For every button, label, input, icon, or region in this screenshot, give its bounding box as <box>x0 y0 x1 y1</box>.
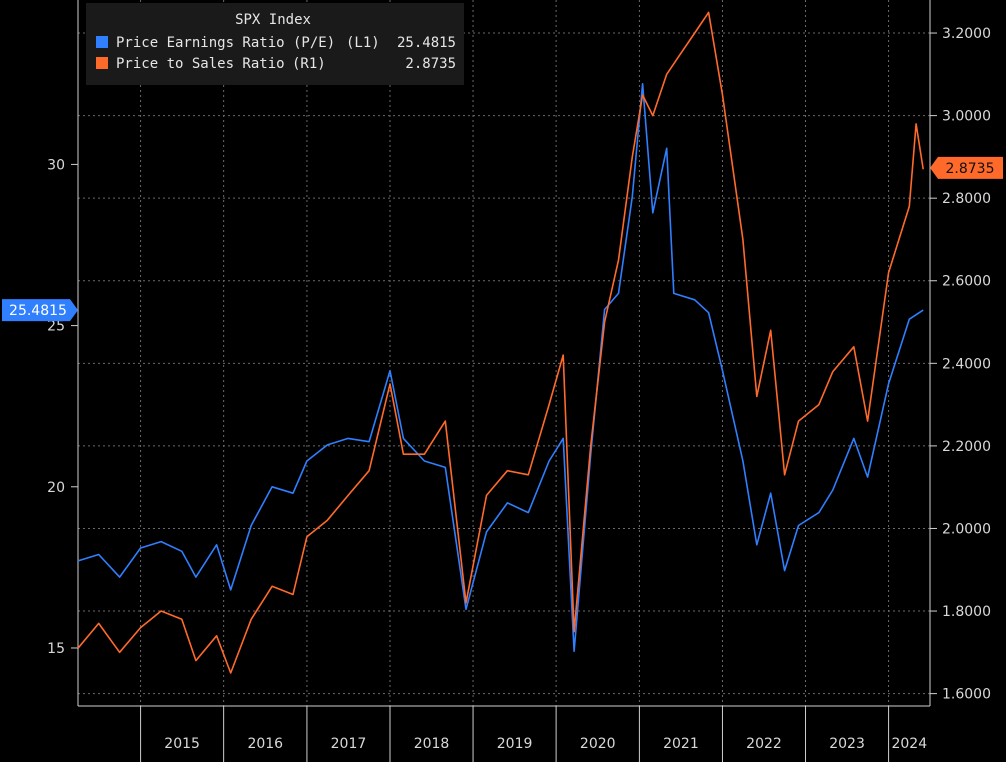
ps-last-value-badge <box>930 156 1003 179</box>
legend-box <box>86 3 464 85</box>
pe-last-value-badge-label: 25.4815 <box>9 303 67 319</box>
x-tick-label: 2015 <box>164 736 200 752</box>
legend-last-value: 25.4815 <box>397 35 456 51</box>
x-tick-label: 2024 <box>891 736 927 752</box>
ps-last-value-badge-label: 2.8735 <box>946 161 995 177</box>
left-tick-label: 20 <box>47 480 65 496</box>
x-tick-label: 2021 <box>663 736 699 752</box>
x-tick-label: 2017 <box>331 736 367 752</box>
legend-last-value: 2.8735 <box>405 56 456 72</box>
legend-axis-label: (R1) <box>292 56 326 72</box>
right-tick-label: 1.6000 <box>942 687 991 703</box>
right-tick-label: 2.0000 <box>942 521 991 537</box>
series-layer <box>77 11 924 674</box>
right-tick-label: 2.2000 <box>942 439 991 455</box>
last-value-badges: 25.4815 2.8735 <box>2 156 1003 322</box>
series-line-pe-ratio <box>77 83 924 652</box>
legend-title: SPX Index <box>235 12 311 28</box>
pe-last-value-badge <box>2 299 78 322</box>
right-tick-label: 2.4000 <box>942 356 991 372</box>
legend-series-name: Price to Sales Ratio <box>116 56 285 72</box>
series-line-ps-ratio <box>77 11 924 674</box>
x-tick-label: 2020 <box>580 736 616 752</box>
legend: SPX Index Price Earnings Ratio (P/E) (L1) 2… <box>86 3 464 85</box>
x-tick-label: 2019 <box>497 736 533 752</box>
legend-axis-label: (L1) <box>346 35 380 51</box>
x-tick-label: 2022 <box>746 736 782 752</box>
left-tick-label: 15 <box>47 641 65 657</box>
right-tick-label: 1.8000 <box>942 604 991 620</box>
vertical-gridlines <box>140 0 890 706</box>
right-tick-label: 2.6000 <box>942 274 991 290</box>
left-tick-label: 25 <box>47 319 65 335</box>
right-tick-label: 2.8000 <box>942 191 991 207</box>
right-tick-label: 3.0000 <box>942 109 991 125</box>
axes: 1.6000 1.8000 2.0000 2.2000 2.4000 2.6000 2.80… <box>47 0 991 762</box>
legend-swatch <box>96 57 108 69</box>
x-tick-label: 2018 <box>414 736 450 752</box>
horizontal-gridlines <box>78 32 930 695</box>
x-tick-label: 2023 <box>829 736 865 752</box>
x-tick-label: 2016 <box>247 736 283 752</box>
legend-swatch <box>96 36 108 48</box>
right-tick-label: 3.2000 <box>942 26 991 42</box>
legend-series-name: Price Earnings Ratio (P/E) <box>116 35 335 51</box>
left-tick-label: 30 <box>47 157 65 173</box>
